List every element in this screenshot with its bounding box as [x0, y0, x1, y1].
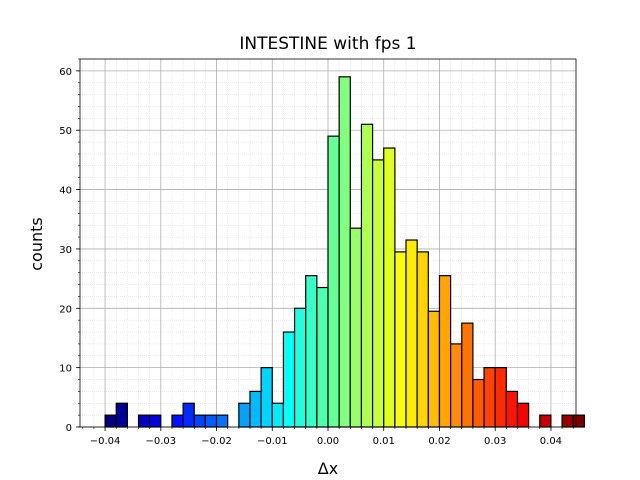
- histogram-bar: [539, 414, 552, 428]
- x-tick-label: −0.04: [90, 436, 121, 447]
- histogram-bars: [104, 76, 585, 428]
- histogram-bar: [516, 402, 530, 428]
- histogram-bar: [327, 135, 340, 428]
- x-tick-label: 0.03: [484, 436, 506, 447]
- histogram-bar: [293, 307, 307, 428]
- histogram-bar: [349, 227, 363, 428]
- histogram-bar: [427, 310, 441, 428]
- chart-title: INTESTINE with fps 1: [239, 34, 416, 54]
- histogram-bar: [137, 414, 151, 428]
- histogram-bar: [282, 331, 296, 428]
- y-axis-label: counts: [27, 217, 46, 270]
- x-tick-label: −0.03: [145, 436, 176, 447]
- histogram-bar: [104, 414, 117, 428]
- histogram-bar: [561, 414, 574, 428]
- histogram-bar: [215, 414, 229, 428]
- histogram-bar: [450, 343, 463, 428]
- y-tick-label: 30: [59, 245, 72, 256]
- x-tick-label: 0.02: [428, 436, 450, 447]
- axis-ticks: −0.04 −0.03 −0.02 −0.01 0.00 0.01 0.02 0.03 0.04…: [59, 58, 574, 447]
- histogram-bar: [394, 251, 407, 428]
- histogram-bar: [416, 251, 429, 428]
- y-tick-label: 40: [59, 186, 72, 197]
- x-tick-label: 0.04: [540, 436, 562, 447]
- histogram-bar: [182, 402, 195, 428]
- histogram-bar: [204, 414, 218, 428]
- histogram-bar: [149, 414, 162, 428]
- histogram-bar: [193, 414, 206, 428]
- histogram-bar: [360, 123, 374, 428]
- histogram-bar: [249, 390, 262, 428]
- x-tick-label: −0.02: [201, 436, 232, 447]
- x-axis-label: Δx: [318, 459, 338, 478]
- histogram-bar: [383, 147, 396, 428]
- y-tick-label: 20: [59, 304, 72, 315]
- histogram-bar: [505, 390, 519, 428]
- histogram-bar: [461, 322, 474, 428]
- histogram-bar: [483, 367, 496, 428]
- histogram-bar: [371, 159, 385, 428]
- histogram-bar: [405, 239, 418, 428]
- x-tick-label: −0.01: [257, 436, 288, 447]
- y-tick-label: 50: [59, 126, 72, 137]
- y-tick-label: 0: [66, 423, 72, 434]
- histogram-bar: [171, 414, 184, 428]
- histogram-bar: [438, 275, 452, 428]
- y-tick-label: 10: [59, 364, 72, 375]
- histogram-bar: [472, 378, 485, 428]
- histogram-bar: [260, 367, 273, 428]
- histogram-bar: [572, 414, 585, 428]
- histogram-bar: [115, 402, 128, 428]
- histogram-bar: [494, 367, 507, 428]
- x-tick-label: 0.01: [373, 436, 395, 447]
- histogram-bar: [305, 275, 318, 428]
- histogram-bar: [338, 76, 351, 428]
- histogram-bar: [238, 402, 251, 428]
- histogram-bar: [316, 286, 329, 428]
- y-tick-label: 60: [59, 67, 72, 78]
- histogram-bar: [271, 402, 285, 428]
- x-tick-label: 0.00: [317, 436, 339, 447]
